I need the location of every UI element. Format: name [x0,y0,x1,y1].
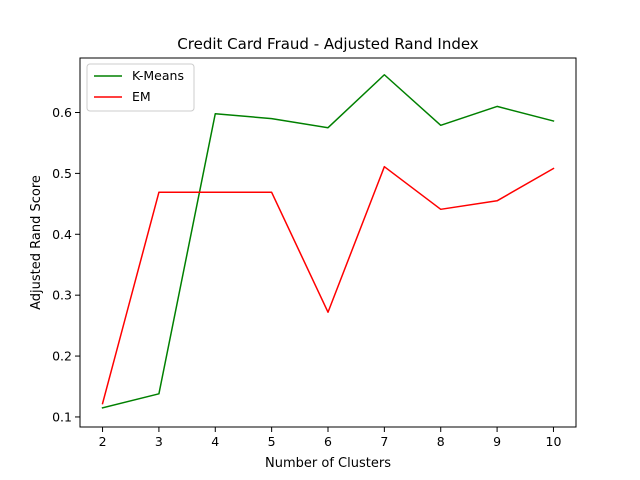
legend-em-label: EM [132,89,151,104]
legend: K-Means EM [86,63,195,112]
chart-title: Credit Card Fraud - Adjusted Rand Index [177,35,479,53]
x-tick-label: 6 [324,434,332,449]
y-tick-label: 0.3 [52,288,72,303]
y-axis: 0.1 0.2 0.3 0.4 0.5 0.6 [52,105,80,424]
y-tick-label: 0.2 [52,349,72,364]
x-tick-label: 10 [546,434,562,449]
x-tick-label: 3 [155,434,163,449]
x-tick-label: 5 [268,434,276,449]
x-tick-label: 7 [380,434,388,449]
y-tick-label: 0.1 [52,409,72,424]
x-axis: 2 3 4 5 6 7 8 9 10 [99,427,562,449]
y-tick-label: 0.4 [52,227,72,242]
x-tick-label: 4 [211,434,219,449]
series-line-em [101,165,555,405]
y-axis-label: Adjusted Rand Score [29,175,44,310]
series-line-k-means [101,74,555,409]
y-tick-label: 0.6 [52,105,72,120]
legend-kmeans-label: K-Means [132,68,184,83]
x-tick-label: 2 [99,434,107,449]
x-tick-label: 8 [437,434,445,449]
y-tick-label: 0.5 [52,166,72,181]
series-layer [101,74,555,409]
x-axis-label: Number of Clusters [265,456,391,471]
x-tick-label: 9 [493,434,501,449]
